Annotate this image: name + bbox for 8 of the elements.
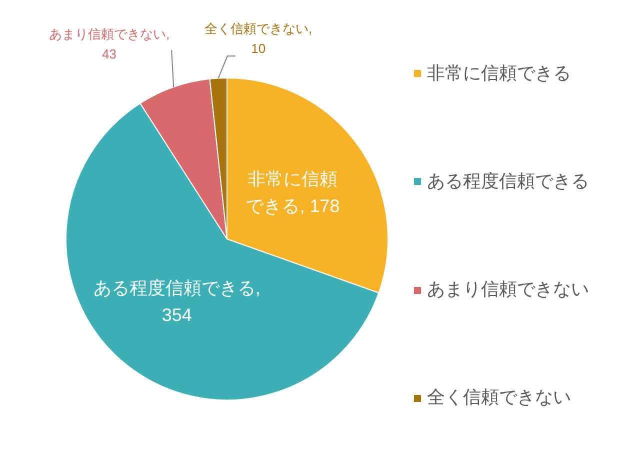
- legend-label: 全く信頼できない: [427, 387, 571, 409]
- legend-label: 非常に信頼できる: [427, 63, 571, 85]
- data-label: 非常に信頼できる, 178: [244, 168, 341, 218]
- data-label: 全く信頼できない, 10: [204, 20, 312, 58]
- data-label: ある程度信頼できる, 354: [93, 277, 260, 328]
- data-label: あまり信頼できない, 43: [48, 26, 170, 63]
- legend-label: あまり信頼できない: [427, 279, 589, 301]
- legend-label: ある程度信頼できる: [427, 171, 589, 193]
